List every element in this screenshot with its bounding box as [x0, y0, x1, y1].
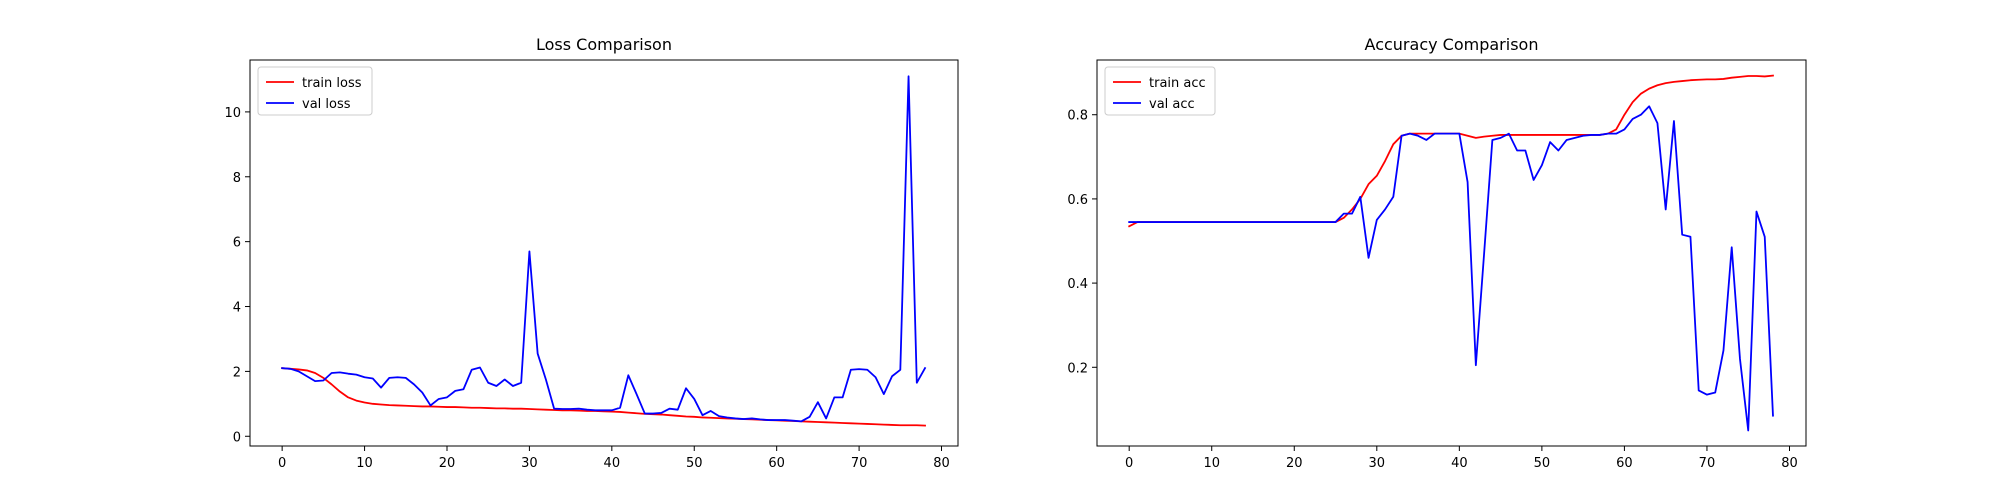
- loss-chart-title: Loss Comparison: [536, 35, 672, 54]
- y-tick-label: 0.4: [1067, 277, 1088, 292]
- series-line-val-loss: [281, 75, 927, 423]
- x-tick-label: 80: [933, 456, 950, 471]
- legend-label-train-loss: train loss: [302, 76, 362, 91]
- y-tick-label: 10: [224, 106, 241, 121]
- x-tick-label: 50: [686, 456, 703, 471]
- accuracy-series-group: [1127, 74, 1774, 432]
- y-tick-label: 0.2: [1067, 361, 1088, 376]
- y-tick-label: 0.8: [1067, 109, 1088, 124]
- y-tick-label: 2: [233, 365, 241, 380]
- legend-label-val-acc: val acc: [1149, 97, 1195, 112]
- x-tick-label: 20: [439, 456, 456, 471]
- accuracy-chart-title: Accuracy Comparison: [1365, 35, 1539, 54]
- x-tick-label: 10: [1203, 456, 1220, 471]
- x-tick-label: 50: [1534, 456, 1551, 471]
- x-tick-label: 40: [604, 456, 621, 471]
- x-tick-label: 30: [1369, 456, 1386, 471]
- loss-series-group: [281, 75, 927, 427]
- series-line-val-acc: [1128, 105, 1774, 432]
- accuracy-axes-frame: [1096, 59, 1807, 447]
- loss-comparison-chart: Loss Comparison 0 10 20 30 40 50 60 70 80 0 2 4 6 8 10 t…: [224, 35, 959, 471]
- loss-axes-frame: [249, 59, 959, 447]
- y-tick-label: 0.6: [1067, 193, 1088, 208]
- y-tick-label: 8: [233, 171, 241, 186]
- y-tick-label: 6: [233, 236, 241, 251]
- x-tick-label: 30: [521, 456, 538, 471]
- y-tick-label: 4: [233, 301, 241, 316]
- x-tick-label: 40: [1451, 456, 1468, 471]
- accuracy-legend: train acc val acc: [1104, 66, 1216, 116]
- loss-legend: train loss val loss: [257, 66, 373, 116]
- x-tick-label: 20: [1286, 456, 1303, 471]
- x-tick-label: 80: [1781, 456, 1798, 471]
- legend-label-train-acc: train acc: [1149, 76, 1206, 91]
- x-tick-label: 70: [851, 456, 868, 471]
- x-tick-label: 0: [1125, 456, 1133, 471]
- x-tick-label: 10: [356, 456, 373, 471]
- x-tick-label: 0: [278, 456, 286, 471]
- accuracy-comparison-chart: Accuracy Comparison 0 10 20 30 40 50 60 70 80 0.2 0…: [1067, 35, 1807, 471]
- legend-label-val-loss: val loss: [302, 97, 351, 112]
- series-line-train-loss: [281, 367, 926, 427]
- x-tick-label: 60: [768, 456, 785, 471]
- x-tick-label: 70: [1699, 456, 1716, 471]
- x-tick-label: 60: [1616, 456, 1633, 471]
- y-tick-label: 0: [233, 430, 241, 445]
